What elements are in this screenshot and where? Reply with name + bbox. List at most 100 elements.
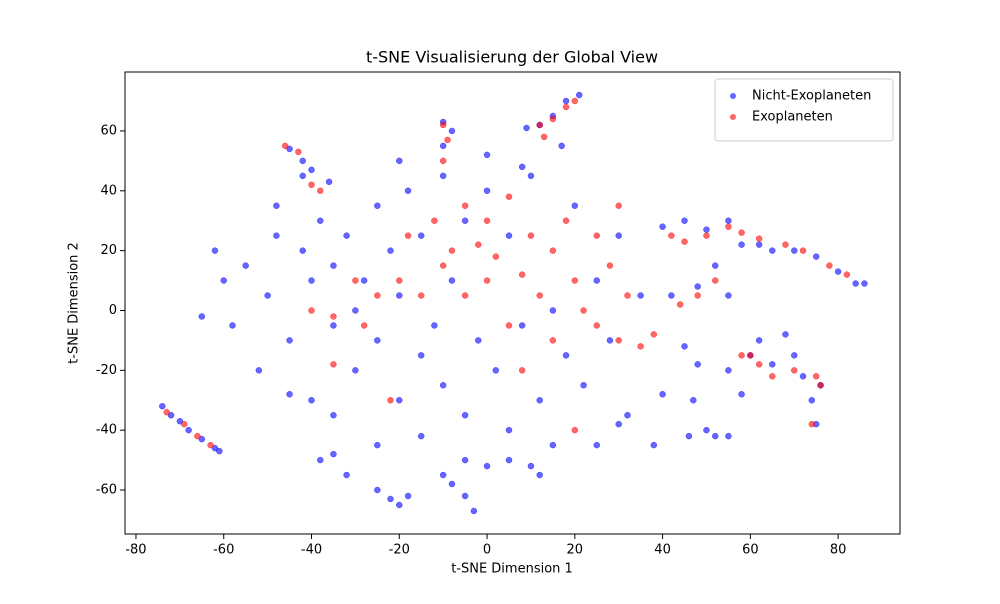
scatter-point (317, 217, 324, 224)
scatter-point (317, 187, 324, 195)
points (159, 91, 868, 515)
scatter-point (681, 238, 688, 245)
scatter-point (725, 432, 732, 440)
scatter-point (769, 373, 776, 380)
scatter-point (615, 202, 622, 210)
scatter-point (404, 187, 412, 195)
scatter-point (492, 253, 500, 260)
scatter-point (575, 91, 583, 99)
scatter-point (606, 337, 614, 344)
scatter-point (549, 337, 557, 344)
scatter-point (790, 247, 798, 254)
scatter-point (812, 253, 820, 260)
scatter-point (352, 277, 359, 284)
scatter-point (439, 172, 447, 180)
scatter-point (396, 501, 403, 509)
scatter-point (159, 402, 166, 410)
scatter-point (769, 247, 776, 254)
scatter-point (571, 277, 579, 284)
scatter-point (461, 292, 469, 299)
scatter-point (444, 136, 451, 144)
scatter-point (812, 373, 820, 380)
x-tick-label: -40 (301, 543, 322, 558)
scatter-point (273, 232, 280, 239)
scatter-point (330, 450, 337, 458)
scatter-point (703, 232, 710, 239)
scatter-point (475, 241, 482, 248)
scatter-point (571, 426, 579, 434)
scatter-point (216, 447, 223, 455)
scatter-point (808, 396, 816, 404)
scatter-point (176, 417, 184, 425)
scatter-point (281, 142, 289, 150)
legend-marker (730, 114, 736, 120)
scatter-point (299, 247, 306, 254)
scatter-point (676, 301, 684, 308)
scatter-point (483, 151, 491, 159)
x-axis-label: t-SNE Dimension 1 (451, 562, 573, 577)
scatter-point (505, 232, 513, 239)
chart-title: t-SNE Visualisierung der Global View (366, 48, 658, 67)
x-tick-label: 20 (567, 543, 584, 558)
scatter-point (461, 217, 469, 224)
scatter-point (483, 187, 491, 195)
x-tick-label: 80 (830, 543, 847, 558)
scatter-point (843, 271, 851, 278)
scatter-point (694, 361, 701, 368)
scatter-point (295, 148, 302, 156)
scatter-point (198, 435, 206, 443)
scatter-point (562, 103, 570, 111)
scatter-point (325, 178, 333, 186)
scatter-point (536, 396, 543, 404)
scatter-point (286, 145, 293, 153)
scatter-point (637, 343, 644, 350)
scatter-point (255, 367, 263, 374)
scatter-point (439, 382, 447, 389)
x-tick-label: -60 (213, 543, 234, 558)
scatter-point (330, 322, 337, 329)
scatter-point (615, 337, 622, 344)
scatter-point (417, 232, 425, 239)
scatter-point (483, 217, 491, 224)
scatter-point (505, 322, 513, 329)
scatter-point (461, 456, 469, 464)
scatter-point (790, 352, 798, 359)
x-tick-label: -20 (389, 543, 410, 558)
scatter-point (593, 441, 601, 449)
scatter-point (782, 331, 789, 338)
scatter-point (747, 352, 754, 359)
scatter-point (518, 367, 526, 374)
scatter-point (861, 280, 868, 287)
scatter-point (207, 441, 214, 449)
y-tick-label: -20 (96, 363, 117, 378)
scatter-point (308, 277, 315, 284)
scatter-point (417, 432, 425, 440)
scatter-point (431, 322, 438, 329)
scatter-point (711, 432, 719, 440)
scatter-point (308, 396, 315, 404)
scatter-point (562, 217, 570, 224)
scatter-point (571, 97, 579, 105)
scatter-point (694, 283, 701, 290)
scatter-point (439, 471, 447, 479)
scatter-point (615, 420, 622, 428)
scatter-point (483, 462, 491, 470)
scatter-point (505, 456, 513, 464)
scatter-point (549, 247, 557, 254)
scatter-point (470, 507, 478, 515)
scatter-point (852, 280, 859, 287)
scatter-point (343, 471, 350, 479)
scatter-point (703, 426, 710, 434)
scatter-point (308, 307, 315, 314)
scatter-point (711, 262, 719, 269)
scatter-point (185, 426, 192, 434)
scatter-point (725, 223, 732, 230)
scatter-point (308, 166, 315, 174)
x-tick-label: 0 (483, 543, 491, 558)
scatter-point (387, 495, 394, 503)
plot-frame (124, 71, 901, 535)
scatter-point (439, 121, 447, 129)
scatter-point (492, 367, 500, 374)
scatter-point (448, 480, 456, 488)
scatter-point (580, 307, 587, 314)
